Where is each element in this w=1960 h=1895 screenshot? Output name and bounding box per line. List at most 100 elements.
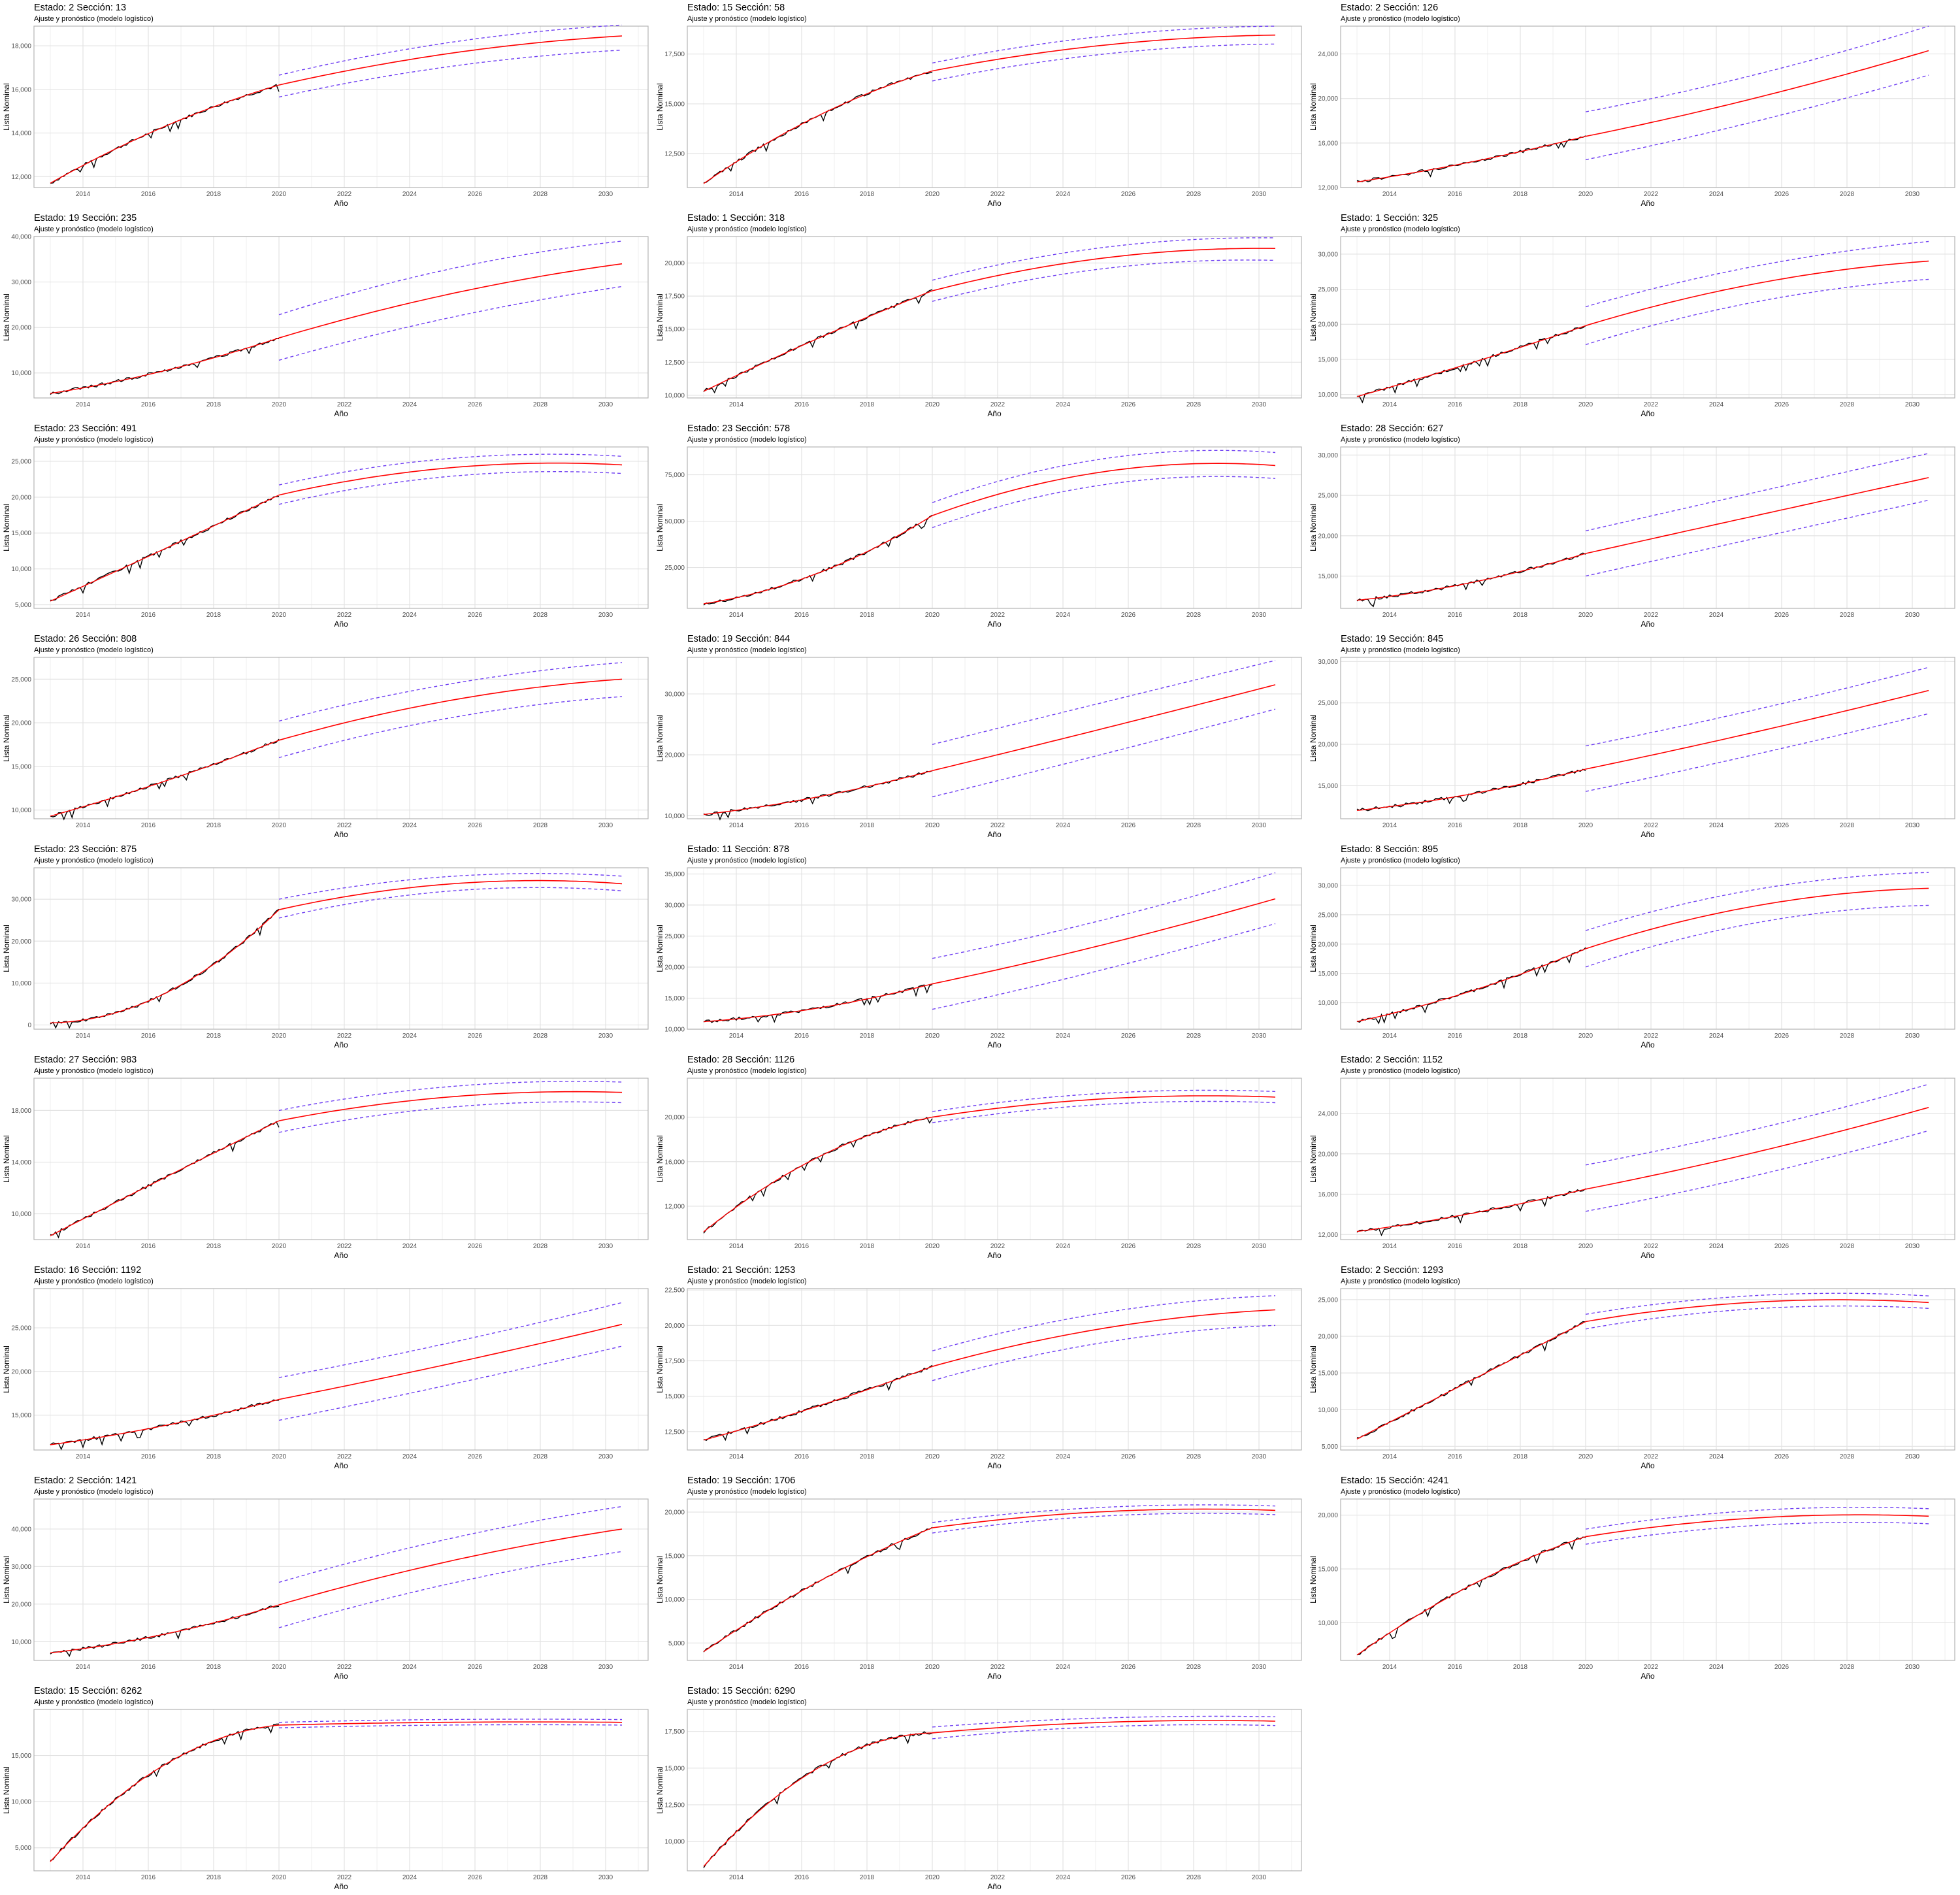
y-tick-label: 25,000 xyxy=(11,1325,31,1332)
lower-interval-line xyxy=(278,50,623,98)
chart-title: Estado: 19 Sección: 1706 xyxy=(687,1475,796,1486)
x-tick-label: 2030 xyxy=(1905,1664,1920,1671)
y-tick-label: 10,000 xyxy=(1318,1407,1338,1414)
x-tick-label: 2020 xyxy=(272,822,287,829)
observed-series-line xyxy=(50,84,280,184)
y-tick-label: 14,000 xyxy=(11,1159,31,1166)
panel-border xyxy=(33,657,649,819)
x-tick-label: 2016 xyxy=(1448,822,1463,829)
x-tick-label: 2028 xyxy=(1186,1453,1201,1460)
x-tick-label: 2016 xyxy=(1448,191,1463,198)
x-tick-label: 2022 xyxy=(990,1032,1005,1040)
y-tick-label: 10,000 xyxy=(664,1839,685,1846)
x-tick-label: 2014 xyxy=(76,1243,91,1250)
observed-series-line xyxy=(703,984,933,1023)
y-tick-label: 75,000 xyxy=(664,472,685,479)
chart-subtitle: Ajuste y pronóstico (modelo logístico) xyxy=(1341,1277,1460,1285)
y-axis-label: Lista Nominal xyxy=(1309,714,1318,762)
y-tick-label: 15,000 xyxy=(1318,1370,1338,1377)
upper-interval-line xyxy=(932,450,1276,503)
fitted-series-line xyxy=(703,70,933,184)
chart-subtitle: Ajuste y pronóstico (modelo logístico) xyxy=(687,225,807,233)
chart-plot: 2014 2016 2018 2020 2022 2024 2026 2028 2030 5,00… xyxy=(655,1498,1302,1681)
x-tick-label: 2014 xyxy=(76,1664,91,1671)
x-tick-label: 2026 xyxy=(1121,612,1136,619)
y-axis-label: Lista Nominal xyxy=(2,1135,11,1183)
lower-interval-line xyxy=(278,696,623,759)
chart-title: Estado: 21 Sección: 1253 xyxy=(687,1265,796,1276)
x-tick-label: 2014 xyxy=(1382,822,1397,829)
forecast-series-line xyxy=(932,248,1276,291)
x-tick-label: 2016 xyxy=(1448,401,1463,408)
x-tick-label: 2030 xyxy=(598,191,613,198)
x-tick-label: 2018 xyxy=(1513,1032,1528,1040)
upper-interval-line xyxy=(932,1504,1276,1523)
x-tick-label: 2024 xyxy=(1709,1032,1724,1040)
forecast-series-line xyxy=(278,1323,623,1400)
fitted-series-line xyxy=(1356,768,1586,811)
fitted-series-line xyxy=(50,1724,280,1862)
y-tick-label: 10,000 xyxy=(11,370,31,377)
chart-subtitle: Ajuste y pronóstico (modelo logístico) xyxy=(687,1698,807,1706)
x-tick-label: 2026 xyxy=(468,612,483,619)
x-tick-label: 2020 xyxy=(925,1243,940,1250)
fitted-series-line xyxy=(703,770,933,816)
panel-border xyxy=(1340,867,1955,1030)
x-tick-label: 2020 xyxy=(1578,401,1593,408)
chart-title: Estado: 15 Sección: 6290 xyxy=(687,1686,796,1696)
x-tick-label: 2014 xyxy=(729,1453,744,1460)
chart-panel: 2014 2016 2018 2020 2022 2024 2026 2028 2030 10,0… xyxy=(1307,1473,1960,1683)
x-axis-label: Año xyxy=(1641,1040,1655,1049)
y-tick-label: 5,000 xyxy=(15,602,31,609)
panel-border xyxy=(687,867,1302,1030)
panel-border xyxy=(33,867,649,1030)
x-tick-label: 2018 xyxy=(206,401,221,408)
x-tick-label: 2026 xyxy=(468,191,483,198)
x-tick-label: 2022 xyxy=(1644,1664,1659,1671)
x-tick-label: 2024 xyxy=(1056,822,1071,829)
x-tick-label: 2018 xyxy=(1513,1243,1528,1250)
panel-border xyxy=(687,236,1302,399)
x-tick-label: 2026 xyxy=(1774,1664,1789,1671)
x-tick-label: 2026 xyxy=(1774,1243,1789,1250)
x-tick-label: 2016 xyxy=(141,401,156,408)
y-tick-label: 20,000 xyxy=(1318,1151,1338,1158)
observed-series-line xyxy=(50,338,280,395)
y-tick-label: 25,000 xyxy=(11,458,31,465)
x-tick-label: 2016 xyxy=(141,191,156,198)
lower-interval-line xyxy=(1585,713,1929,792)
panel-border xyxy=(687,25,1302,188)
observed-series-line xyxy=(1356,768,1586,812)
upper-interval-line xyxy=(932,872,1276,959)
y-axis-label: Lista Nominal xyxy=(1309,504,1318,552)
y-tick-label: 15,000 xyxy=(664,326,685,333)
x-tick-label: 2028 xyxy=(533,1453,548,1460)
observed-series-line xyxy=(703,1526,933,1653)
y-tick-label: 20,000 xyxy=(664,752,685,759)
x-tick-label: 2026 xyxy=(468,1874,483,1881)
chart-plot: 2014 2016 2018 2020 2022 2024 2026 2028 2030 12,0… xyxy=(1309,1078,1955,1260)
x-axis-label: Año xyxy=(987,409,1002,418)
y-tick-label: 24,000 xyxy=(1318,51,1338,58)
forecast-series-line xyxy=(278,678,623,741)
x-tick-label: 2014 xyxy=(729,612,744,619)
x-tick-label: 2016 xyxy=(794,1243,809,1250)
upper-interval-line xyxy=(1585,872,1929,931)
x-tick-label: 2018 xyxy=(1513,191,1528,198)
fitted-series-line xyxy=(1356,1321,1586,1440)
chart-title: Estado: 2 Sección: 1293 xyxy=(1341,1265,1444,1276)
x-tick-label: 2022 xyxy=(990,822,1005,829)
y-tick-label: 20,000 xyxy=(11,494,31,501)
y-tick-label: 20,000 xyxy=(11,938,31,946)
y-axis-label: Lista Nominal xyxy=(655,925,664,972)
fitted-series-line xyxy=(1356,325,1586,397)
forecast-series-line xyxy=(278,1721,623,1726)
chart-plot: 2014 2016 2018 2020 2022 2024 2026 2028 2030 10,0… xyxy=(1309,236,1955,418)
chart-plot: 2014 2016 2018 2020 2022 2024 2026 2028 2030 10,0… xyxy=(1309,867,1955,1049)
x-tick-label: 2028 xyxy=(1840,1243,1855,1250)
x-tick-label: 2018 xyxy=(206,1453,221,1460)
chart-panel: 2014 2016 2018 2020 2022 2024 2026 2028 2030 10,0… xyxy=(653,631,1307,842)
lower-interval-line xyxy=(932,923,1276,1010)
x-tick-label: 2018 xyxy=(860,1874,875,1881)
x-tick-label: 2020 xyxy=(1578,1243,1593,1250)
